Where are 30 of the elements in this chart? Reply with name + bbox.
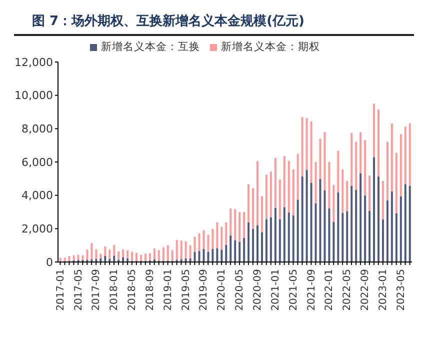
x-tick-label: 2020-05 [234,269,246,311]
y-tick-label: 8,000 [22,122,53,136]
y-tick-label: 10,000 [14,89,53,102]
x-tick-label: 2021-01 [270,269,282,311]
x-tick-label: 2020-01 [216,269,228,311]
x-tick-label: 2021-09 [306,269,318,311]
x-tick-label: 2022-05 [342,269,354,311]
legend-label: 新增名义本金：互换 [101,41,200,53]
x-tick-label: 2022-09 [360,269,372,311]
y-tick-label: 0 [46,256,53,269]
x-tick-label: 2017-01 [55,269,66,311]
x-tick-label: 2017-05 [73,269,84,311]
y-tick-label: 12,000 [14,56,53,69]
x-tick-label: 2023-05 [396,269,407,311]
y-tick-label: 4,000 [22,189,53,202]
legend-label: 新增名义本金：期权 [221,41,320,53]
x-tick-label: 2017-09 [91,269,102,311]
x-tick-label: 2021-05 [288,269,300,311]
x-tick-label: 2023-01 [378,269,389,311]
y-tick-label: 2,000 [22,222,53,236]
chart-title: 图 7：场外期权、互换新增名义本金规模(亿元) [14,8,414,36]
y-tick-label: 6,000 [22,156,53,169]
x-tick-label: 2019-01 [162,269,174,311]
x-tick-label: 2018-05 [127,269,138,311]
x-tick-label: 2018-09 [144,269,156,311]
x-tick-label: 2022-01 [324,269,336,311]
x-tick-label: 2019-09 [198,269,210,311]
x-tick-label: 2020-09 [252,269,264,311]
x-tick-label: 2019-05 [180,269,192,311]
x-tick-label: 2018-01 [109,269,120,311]
